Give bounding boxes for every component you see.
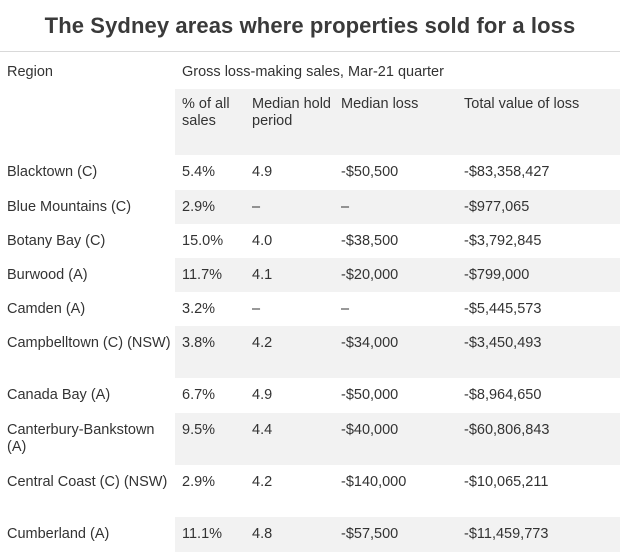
loss-cell: -$38,500 — [341, 233, 399, 249]
pct-cell: 6.7% — [182, 387, 216, 403]
total-cell: -$60,806,843 — [457, 413, 620, 465]
hold-cell: 4.2 — [252, 474, 273, 490]
region-cell: Botany Bay (C) — [7, 233, 106, 249]
pct-cell: 3.2% — [182, 301, 216, 317]
hold-header: Median hold period — [245, 89, 334, 155]
region-header: Region — [7, 64, 53, 80]
region-cell: Cumberland (A) — [0, 517, 175, 552]
total-cell: -$977,065 — [457, 190, 620, 224]
total-cell: -$83,358,427 — [464, 164, 550, 180]
loss-cell: -$140,000 — [341, 474, 407, 490]
header-row-group: Region Gross loss-making sales, Mar-21 q… — [0, 52, 620, 89]
table-row: Blacktown (C) 5.4% 4.9 -$50,500 -$83,358… — [0, 155, 620, 190]
pct-header: % of all sales — [175, 89, 245, 155]
region-cell: Burwood (A) — [0, 258, 175, 292]
loss-table: Region Gross loss-making sales, Mar-21 q… — [0, 52, 620, 552]
region-cell: Canterbury-Bankstown (A) — [0, 413, 175, 465]
loss-cell: – — [334, 190, 457, 224]
region-cell: Central Coast (C) (NSW) — [7, 474, 168, 490]
region-cell: Camden (A) — [7, 301, 86, 317]
hold-cell: – — [245, 190, 334, 224]
table-row: Burwood (A) 11.7% 4.1 -$20,000 -$799,000 — [0, 258, 620, 292]
region-cell: Campbelltown (C) (NSW) — [0, 326, 175, 378]
loss-cell: -$20,000 — [334, 258, 457, 292]
total-cell: -$3,792,845 — [464, 233, 542, 249]
loss-cell: -$57,500 — [334, 517, 457, 552]
group-header: Gross loss-making sales, Mar-21 quarter — [182, 64, 444, 80]
total-header: Total value of loss — [457, 89, 620, 155]
pct-cell: 3.8% — [175, 326, 245, 378]
loss-cell: – — [341, 301, 350, 317]
total-cell: -$8,964,650 — [464, 387, 542, 403]
table-row: Canada Bay (A) 6.7% 4.9 -$50,000 -$8,964… — [0, 378, 620, 413]
pct-cell: 5.4% — [182, 164, 216, 180]
table-row: Cumberland (A) 11.1% 4.8 -$57,500 -$11,4… — [0, 517, 620, 552]
hold-cell: 4.0 — [252, 233, 273, 249]
hold-cell: 4.9 — [252, 387, 273, 403]
pct-cell: 15.0% — [182, 233, 224, 249]
page-title: The Sydney areas where properties sold f… — [44, 12, 576, 38]
hold-cell: 4.4 — [245, 413, 334, 465]
header-row-columns: % of all sales Median hold period Median… — [0, 89, 620, 155]
table-row: Campbelltown (C) (NSW) 3.8% 4.2 -$34,000… — [0, 326, 620, 378]
loss-cell: -$50,000 — [341, 387, 399, 403]
loss-cell: -$50,500 — [341, 164, 399, 180]
region-cell: Canada Bay (A) — [7, 387, 111, 403]
hold-cell: – — [252, 301, 261, 317]
total-cell: -$799,000 — [457, 258, 620, 292]
region-cell: Blacktown (C) — [7, 164, 98, 180]
total-cell: -$3,450,493 — [457, 326, 620, 378]
table-row: Central Coast (C) (NSW) 2.9% 4.2 -$140,0… — [0, 465, 620, 517]
hold-cell: 4.8 — [245, 517, 334, 552]
table-row: Botany Bay (C) 15.0% 4.0 -$38,500 -$3,79… — [0, 224, 620, 258]
total-cell: -$11,459,773 — [457, 517, 620, 552]
pct-cell: 2.9% — [182, 474, 216, 490]
loss-header: Median loss — [334, 89, 457, 155]
table-row: Canterbury-Bankstown (A) 9.5% 4.4 -$40,0… — [0, 413, 620, 465]
total-cell: -$5,445,573 — [464, 301, 542, 317]
hold-cell: 4.2 — [245, 326, 334, 378]
table-row: Blue Mountains (C) 2.9% – – -$977,065 — [0, 190, 620, 224]
pct-cell: 9.5% — [175, 413, 245, 465]
pct-cell: 11.1% — [175, 517, 245, 552]
hold-cell: 4.1 — [245, 258, 334, 292]
loss-cell: -$40,000 — [334, 413, 457, 465]
region-header-spacer — [0, 89, 175, 155]
table-row: Camden (A) 3.2% – – -$5,445,573 — [0, 292, 620, 326]
pct-cell: 2.9% — [175, 190, 245, 224]
total-cell: -$10,065,211 — [464, 474, 549, 490]
loss-cell: -$34,000 — [334, 326, 457, 378]
title-bar: The Sydney areas where properties sold f… — [0, 0, 620, 52]
hold-cell: 4.9 — [252, 164, 273, 180]
region-cell: Blue Mountains (C) — [0, 190, 175, 224]
pct-cell: 11.7% — [175, 258, 245, 292]
